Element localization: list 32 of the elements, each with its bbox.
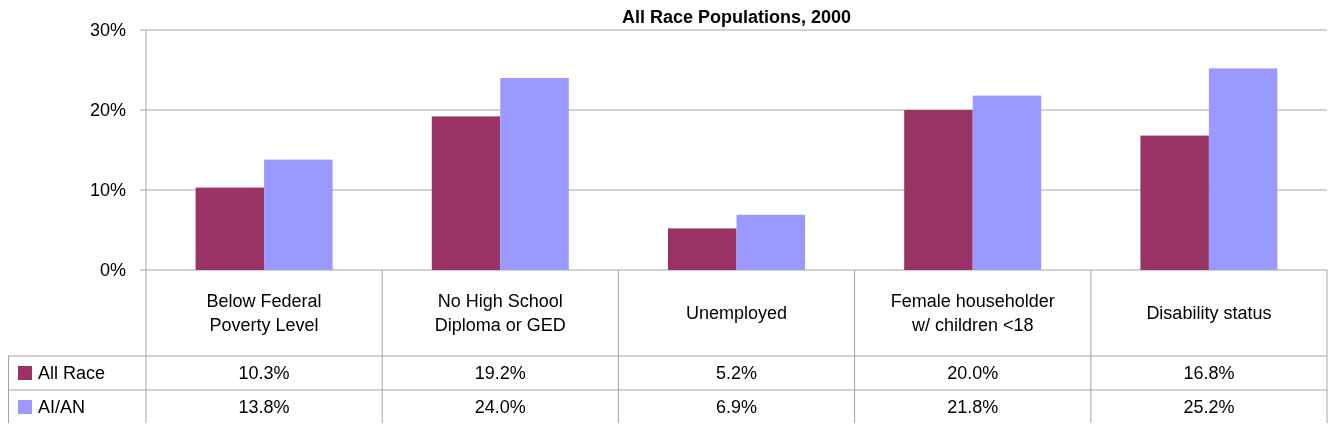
legend-label: AI/AN [38,397,86,418]
x-tick-label: Below Federal Poverty Level [206,291,322,336]
bar [1140,135,1209,270]
bar [500,78,569,270]
bar [972,95,1042,270]
x-tick-label: Female householder w/ children <18 [890,291,1055,336]
data-label: 20.0% [947,363,999,384]
data-label: 13.8% [238,397,290,418]
bar [195,187,265,270]
y-tick-label: 30% [89,20,126,41]
data-label: 25.2% [1183,397,1235,418]
y-tick-label: 0% [99,260,126,281]
bar [668,228,737,270]
bar [1208,68,1278,270]
x-tick-label: No High School Diploma or GED [434,291,566,336]
data-label: 24.0% [474,397,526,418]
bar [736,214,805,270]
x-tick-label: Unemployed [685,303,788,324]
y-tick-label: 20% [89,100,126,121]
bar [431,116,501,270]
bar [904,110,973,270]
data-label: 21.8% [947,397,999,418]
data-label: 10.3% [238,363,290,384]
y-tick-label: 10% [89,180,126,201]
legend-label: All Race [38,363,106,384]
x-tick-label: Disability status [1146,303,1272,324]
bar [264,159,333,270]
data-label: 6.9% [715,397,758,418]
data-label: 5.2% [715,363,758,384]
data-label: 16.8% [1183,363,1235,384]
chart-title: All Race Populations, 2000 [621,7,852,27]
data-label: 19.2% [474,363,526,384]
